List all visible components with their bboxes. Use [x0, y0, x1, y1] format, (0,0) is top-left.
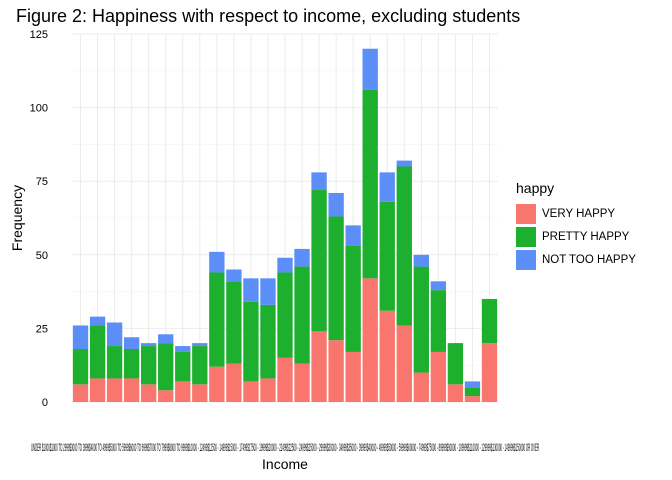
bar-not-too-happy: [226, 269, 242, 282]
legend-item-very-happy: VERY HAPPY: [516, 202, 636, 225]
legend-item-not-too-happy: NOT TOO HAPPY: [516, 248, 636, 271]
bar-not-too-happy: [175, 346, 191, 352]
bar-not-too-happy: [328, 192, 344, 217]
bar-pretty-happy: [158, 343, 174, 391]
bar-very-happy: [226, 363, 242, 402]
y-tick-label: 75: [36, 176, 48, 188]
x-axis-title: Income: [262, 456, 308, 472]
bar-not-too-happy: [260, 278, 276, 305]
bar-not-too-happy: [123, 337, 140, 350]
bar-pretty-happy: [328, 216, 344, 341]
bar-very-happy: [192, 384, 208, 402]
bar-very-happy: [175, 381, 191, 402]
bar-very-happy: [413, 372, 429, 402]
bar-pretty-happy: [192, 346, 208, 385]
bar-pretty-happy: [379, 201, 395, 311]
bar-pretty-happy: [89, 325, 106, 379]
bar-not-too-happy: [192, 343, 208, 347]
bar-very-happy: [294, 363, 310, 402]
bar-very-happy: [464, 396, 481, 402]
bar-very-happy: [158, 390, 174, 402]
legend-label-very-happy: VERY HAPPY: [542, 207, 616, 220]
bar-pretty-happy: [464, 387, 481, 397]
bar-pretty-happy: [396, 166, 412, 326]
bar-pretty-happy: [226, 281, 242, 364]
bar-not-too-happy: [362, 48, 378, 90]
bar-not-too-happy: [311, 172, 327, 191]
x-tick-labels: UNDER $1000$1000 TO 2999$3000 TO 3999$40…: [31, 442, 539, 454]
y-tick-label: 0: [42, 397, 48, 409]
bar-very-happy: [447, 384, 464, 402]
y-tick-label: 25: [36, 323, 48, 335]
legend-title: happy: [516, 180, 555, 196]
y-axis-title: Frequency: [9, 185, 25, 251]
bar-very-happy: [209, 366, 225, 402]
bar-very-happy: [141, 384, 157, 402]
bar-very-happy: [481, 343, 498, 402]
bar-very-happy: [106, 378, 123, 402]
bar-pretty-happy: [243, 301, 259, 382]
bar-pretty-happy: [123, 349, 140, 379]
bar-pretty-happy: [481, 298, 498, 344]
bar-not-too-happy: [72, 325, 89, 350]
y-tick-label: 125: [30, 29, 48, 41]
bar-not-too-happy: [243, 278, 259, 302]
bar-not-too-happy: [277, 257, 293, 273]
bar-pretty-happy: [362, 89, 378, 279]
bar-very-happy: [260, 378, 276, 402]
legend-label-pretty-happy: PRETTY HAPPY: [542, 230, 630, 243]
bar-very-happy: [430, 351, 447, 402]
bar-not-too-happy: [106, 322, 123, 347]
legend-item-pretty-happy: PRETTY HAPPY: [516, 225, 636, 248]
chart-title: Figure 2: Happiness with respect to inco…: [16, 6, 521, 26]
bar-not-too-happy: [345, 225, 361, 246]
bar-very-happy: [277, 357, 293, 402]
y-tick-label: 100: [30, 103, 48, 115]
bar-not-too-happy: [430, 281, 447, 291]
bar-not-too-happy: [413, 254, 429, 267]
bar-pretty-happy: [260, 304, 276, 379]
bar-very-happy: [379, 310, 395, 402]
chart-legend: happy VERY HAPPY PRETTY HAPPY NOT TOO HA…: [516, 180, 636, 271]
bar-pretty-happy: [106, 346, 123, 379]
bar-not-too-happy: [158, 334, 174, 344]
bar-pretty-happy: [141, 346, 157, 385]
bar-very-happy: [311, 331, 327, 402]
bar-not-too-happy: [141, 343, 157, 347]
bar-not-too-happy: [379, 172, 395, 202]
bar-pretty-happy: [447, 343, 464, 385]
legend-key-pretty-happy: [516, 226, 536, 247]
bar-very-happy: [243, 381, 259, 402]
bar-pretty-happy: [72, 349, 89, 385]
bar-pretty-happy: [294, 266, 310, 364]
bar-pretty-happy: [345, 245, 361, 352]
bar-pretty-happy: [413, 266, 429, 373]
bar-not-too-happy: [464, 381, 481, 388]
bar-pretty-happy: [277, 272, 293, 358]
bar-very-happy: [328, 340, 344, 402]
bar-pretty-happy: [175, 351, 191, 382]
legend-label-not-too-happy: NOT TOO HAPPY: [542, 253, 636, 266]
bar-very-happy: [396, 325, 412, 402]
bar-very-happy: [123, 378, 140, 402]
legend-key-very-happy: [516, 203, 536, 224]
legend-key-not-too-happy: [516, 249, 536, 270]
bar-not-too-happy: [89, 316, 106, 326]
y-tick-label: 50: [36, 250, 48, 262]
bar-very-happy: [345, 351, 361, 402]
bar-pretty-happy: [430, 290, 447, 352]
bar-very-happy: [89, 378, 106, 402]
bar-not-too-happy: [396, 160, 412, 167]
bar-pretty-happy: [311, 190, 327, 332]
bar-very-happy: [72, 384, 89, 402]
bar-not-too-happy: [209, 251, 225, 273]
bar-not-too-happy: [294, 248, 310, 267]
bar-pretty-happy: [209, 272, 225, 367]
bar-very-happy: [362, 278, 378, 402]
